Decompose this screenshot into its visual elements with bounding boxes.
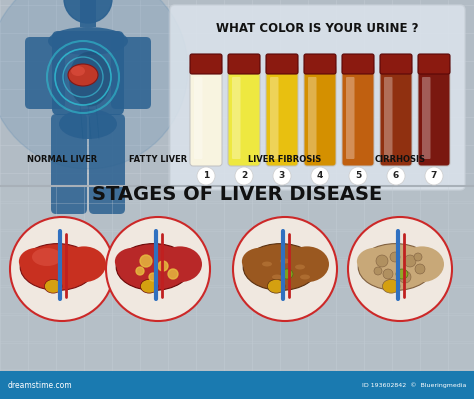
Circle shape: [106, 217, 210, 321]
Ellipse shape: [20, 244, 95, 290]
Text: dreamstime.com: dreamstime.com: [8, 381, 73, 389]
FancyBboxPatch shape: [51, 114, 87, 214]
FancyBboxPatch shape: [52, 31, 124, 115]
Text: FATTY LIVER: FATTY LIVER: [129, 154, 187, 164]
Circle shape: [0, 0, 188, 169]
FancyBboxPatch shape: [25, 37, 65, 109]
FancyBboxPatch shape: [418, 65, 450, 166]
Ellipse shape: [45, 279, 62, 293]
Circle shape: [425, 167, 443, 185]
FancyBboxPatch shape: [190, 65, 222, 166]
Text: 3: 3: [279, 172, 285, 180]
Text: LIVER FIBROSIS: LIVER FIBROSIS: [248, 154, 322, 164]
Circle shape: [233, 217, 337, 321]
FancyBboxPatch shape: [80, 0, 96, 27]
Circle shape: [235, 167, 253, 185]
Circle shape: [376, 255, 388, 267]
Text: 5: 5: [355, 172, 361, 180]
Text: 2: 2: [241, 172, 247, 180]
Circle shape: [399, 271, 411, 283]
Ellipse shape: [383, 279, 400, 293]
Text: 7: 7: [431, 172, 437, 180]
Text: CIRRHOSIS: CIRRHOSIS: [374, 154, 426, 164]
Ellipse shape: [357, 248, 394, 275]
Circle shape: [348, 217, 452, 321]
Text: 1: 1: [203, 172, 209, 180]
Ellipse shape: [242, 248, 279, 275]
Text: NORMAL LIVER: NORMAL LIVER: [27, 154, 97, 164]
Circle shape: [140, 255, 152, 267]
Ellipse shape: [243, 244, 318, 290]
Ellipse shape: [19, 248, 56, 275]
Circle shape: [158, 261, 168, 271]
Circle shape: [390, 252, 400, 262]
Ellipse shape: [267, 279, 285, 293]
FancyBboxPatch shape: [346, 77, 355, 159]
Ellipse shape: [59, 109, 117, 139]
Circle shape: [374, 267, 382, 275]
Ellipse shape: [140, 279, 158, 293]
Ellipse shape: [280, 259, 290, 263]
Circle shape: [414, 253, 422, 261]
Circle shape: [168, 269, 178, 279]
FancyBboxPatch shape: [190, 54, 222, 74]
Ellipse shape: [115, 248, 152, 275]
Ellipse shape: [285, 246, 329, 282]
FancyBboxPatch shape: [422, 77, 430, 159]
FancyBboxPatch shape: [89, 114, 125, 214]
Circle shape: [387, 167, 405, 185]
Circle shape: [197, 167, 215, 185]
Ellipse shape: [48, 27, 128, 55]
FancyBboxPatch shape: [308, 77, 317, 159]
Ellipse shape: [71, 66, 85, 76]
FancyBboxPatch shape: [384, 77, 392, 159]
FancyBboxPatch shape: [342, 65, 374, 166]
Circle shape: [311, 167, 329, 185]
FancyBboxPatch shape: [194, 77, 202, 159]
Ellipse shape: [68, 64, 98, 86]
Circle shape: [149, 273, 157, 281]
FancyBboxPatch shape: [266, 65, 298, 166]
Circle shape: [404, 255, 416, 267]
FancyBboxPatch shape: [0, 371, 474, 399]
Circle shape: [64, 0, 112, 23]
FancyBboxPatch shape: [380, 65, 412, 166]
Text: ID 193602842  ©  Blueringmedia: ID 193602842 © Blueringmedia: [362, 382, 466, 388]
FancyBboxPatch shape: [304, 54, 336, 74]
Ellipse shape: [69, 51, 111, 107]
Circle shape: [273, 167, 291, 185]
FancyBboxPatch shape: [111, 37, 151, 109]
FancyBboxPatch shape: [266, 54, 298, 74]
Ellipse shape: [158, 246, 202, 282]
Ellipse shape: [396, 269, 408, 279]
FancyBboxPatch shape: [232, 77, 240, 159]
Circle shape: [136, 267, 144, 275]
FancyBboxPatch shape: [418, 54, 450, 74]
Ellipse shape: [262, 261, 272, 267]
Circle shape: [383, 269, 393, 279]
Ellipse shape: [295, 265, 305, 269]
FancyBboxPatch shape: [170, 5, 465, 190]
Ellipse shape: [62, 246, 106, 282]
Text: 6: 6: [393, 172, 399, 180]
FancyBboxPatch shape: [0, 186, 474, 371]
FancyBboxPatch shape: [228, 54, 260, 74]
Ellipse shape: [300, 275, 310, 280]
Ellipse shape: [358, 244, 433, 290]
Ellipse shape: [32, 248, 62, 266]
Circle shape: [415, 264, 425, 274]
Text: STAGES OF LIVER DISEASE: STAGES OF LIVER DISEASE: [92, 186, 382, 205]
Circle shape: [10, 217, 114, 321]
FancyBboxPatch shape: [380, 54, 412, 74]
Ellipse shape: [281, 269, 293, 279]
FancyBboxPatch shape: [304, 65, 336, 166]
Text: 4: 4: [317, 172, 323, 180]
Text: WHAT COLOR IS YOUR URINE ?: WHAT COLOR IS YOUR URINE ?: [216, 22, 419, 34]
FancyBboxPatch shape: [270, 77, 279, 159]
Ellipse shape: [116, 244, 191, 290]
FancyBboxPatch shape: [228, 65, 260, 166]
Ellipse shape: [400, 246, 444, 282]
FancyBboxPatch shape: [342, 54, 374, 74]
Circle shape: [349, 167, 367, 185]
